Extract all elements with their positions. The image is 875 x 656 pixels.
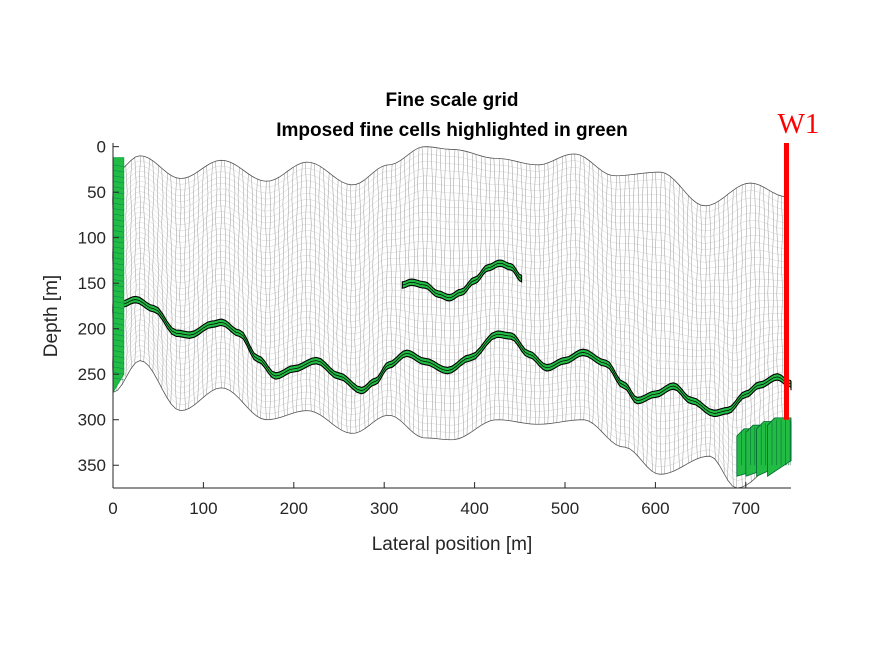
imposed-cell-edge xyxy=(112,279,124,282)
imposed-cell-edge xyxy=(112,295,124,298)
imposed-cell-edge xyxy=(112,290,124,293)
imposed-cell-edge xyxy=(112,350,124,353)
imposed-feature xyxy=(112,295,792,418)
imposed-cell-edge xyxy=(112,202,124,206)
imposed-cell-edge xyxy=(112,180,124,184)
x-tick-label: 200 xyxy=(280,499,308,518)
imposed-cell-edge xyxy=(112,361,124,364)
grid-cell-columns xyxy=(112,146,788,489)
imposed-cell-edge xyxy=(112,230,124,233)
imposed-cells-centerline xyxy=(402,262,522,299)
imposed-cell-edge xyxy=(112,164,124,167)
chart-title-line-2: Imposed fine cells highlighted in green xyxy=(276,120,628,141)
y-tick-label: 200 xyxy=(78,320,106,339)
imposed-cell-edge xyxy=(112,366,124,369)
imposed-cell-edge xyxy=(112,175,124,178)
x-tick-label: 300 xyxy=(370,499,398,518)
imposed-cell-edge xyxy=(112,284,124,288)
chart-title-line-1: Fine scale grid xyxy=(385,90,518,111)
imposed-feature xyxy=(736,417,792,477)
imposed-cell-edge xyxy=(112,306,124,309)
imposed-cell-edge xyxy=(112,186,124,189)
y-tick-label: 350 xyxy=(78,456,106,475)
imposed-cell-edge xyxy=(112,322,124,326)
imposed-cell-edge xyxy=(112,246,124,249)
imposed-cell-edge xyxy=(112,235,124,238)
imposed-cell-edge xyxy=(112,339,124,342)
x-tick-label: 100 xyxy=(189,499,217,518)
y-axis-label: Depth [m] xyxy=(41,275,62,357)
imposed-cell-edge xyxy=(112,251,124,255)
imposed-cell-edge xyxy=(112,312,124,315)
imposed-cell-edge xyxy=(112,355,124,359)
x-tick-label: 500 xyxy=(551,499,579,518)
y-tick-label: 300 xyxy=(78,411,106,430)
imposed-cell-edge xyxy=(112,262,124,266)
fine-grid-mesh xyxy=(112,146,788,489)
axes: 0 100 200 300 400 500 600 700 0 50 100 150 200 250 30… xyxy=(78,138,791,518)
y-tick-label: 250 xyxy=(78,365,106,384)
imposed-cell-edge xyxy=(112,257,124,260)
y-tick-label: 100 xyxy=(78,229,106,248)
imposed-cell-edge xyxy=(112,301,124,304)
imposed-fine-cells xyxy=(112,157,792,477)
x-tick-label: 700 xyxy=(732,499,760,518)
imposed-cells-upper-lens xyxy=(401,259,523,302)
x-tick-label: 400 xyxy=(460,499,488,518)
imposed-cell-edge xyxy=(112,317,124,320)
imposed-cell-edge xyxy=(112,273,124,277)
imposed-cell-edge xyxy=(112,344,124,348)
imposed-cell-edge xyxy=(112,197,124,200)
imposed-cell-edge xyxy=(112,219,124,222)
imposed-cell-edge xyxy=(112,224,124,227)
y-tick-label: 50 xyxy=(87,183,106,202)
imposed-feature xyxy=(112,157,125,394)
imposed-cell-edge xyxy=(112,268,124,271)
imposed-cell-edge xyxy=(112,372,124,375)
imposed-cell-edge xyxy=(112,213,124,217)
imposed-cell-edge xyxy=(112,333,124,337)
imposed-feature xyxy=(401,259,523,302)
imposed-cell-edge xyxy=(112,170,124,173)
imposed-cells-centerline xyxy=(112,299,792,414)
imposed-cells-main-horizon xyxy=(112,295,792,418)
imposed-cells-fan xyxy=(767,417,792,477)
imposed-cell-edge xyxy=(112,208,124,211)
imposed-cell-edge xyxy=(112,377,124,380)
x-axis-ticks: 0 100 200 300 400 500 600 700 xyxy=(108,482,760,518)
y-tick-label: 0 xyxy=(97,138,106,157)
y-axis-ticks: 0 50 100 150 200 250 300 350 xyxy=(78,138,119,475)
y-tick-label: 150 xyxy=(78,274,106,293)
well-label: W1 xyxy=(778,108,820,140)
x-tick-label: 600 xyxy=(641,499,669,518)
wells: W1 xyxy=(778,108,820,420)
x-tick-label: 0 xyxy=(108,499,117,518)
imposed-cell-edge xyxy=(112,241,124,244)
chart-title: Fine scale grid Imposed fine cells highl… xyxy=(276,90,628,141)
x-axis-label: Lateral position [m] xyxy=(372,534,533,555)
